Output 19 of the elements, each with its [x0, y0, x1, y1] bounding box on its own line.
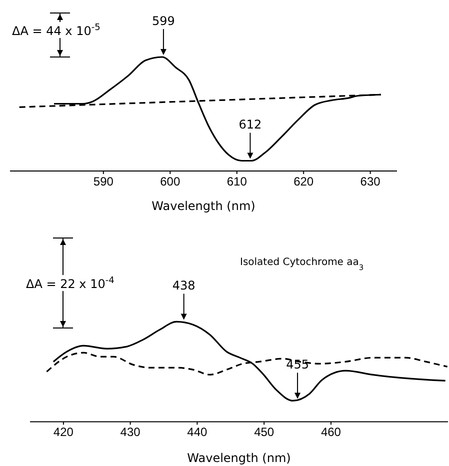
annotation: 612	[238, 118, 262, 132]
annotation: 438	[172, 278, 196, 293]
x-tick-label: 440	[187, 425, 208, 440]
x-axis-title: Wavelength (nm)	[187, 451, 291, 465]
x-tick-label: 420	[53, 425, 74, 440]
x-axis-title: Wavelength (nm)	[152, 199, 256, 213]
x-tick-label: 610	[226, 174, 248, 189]
x-tick-label: 430	[120, 425, 141, 440]
x-tick-label: 460	[320, 425, 342, 440]
x-tick-label: 590	[93, 174, 114, 189]
x-tick-label: 600	[160, 174, 180, 189]
text: Isolated Cytochrome aa$_{3}$	[240, 257, 364, 272]
text: ΔA = 22 x 10$^{-4}$	[26, 276, 115, 291]
x-tick-label: 450	[254, 425, 274, 440]
x-tick-label: 630	[360, 174, 381, 189]
text: ΔA = 44 x 10$^{-5}$	[12, 23, 100, 38]
x-tick-label: 620	[294, 174, 314, 189]
annotation: 455	[286, 358, 309, 372]
annotation: 599	[152, 14, 175, 28]
